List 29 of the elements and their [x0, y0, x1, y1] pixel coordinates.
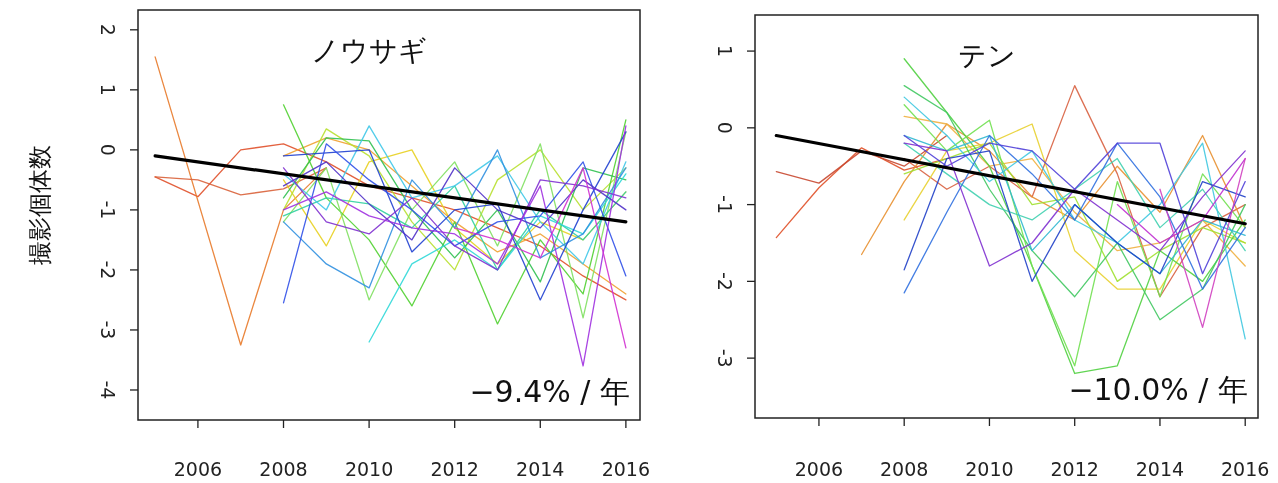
y-tick-label: -2: [97, 260, 119, 280]
x-tick-label: 2012: [430, 458, 479, 480]
y-tick-label: 1: [97, 83, 119, 96]
text: テン: [957, 39, 1016, 72]
y-tick-label: -1: [97, 200, 119, 220]
x-tick-label: 2016: [1221, 458, 1270, 480]
x-tick-label: 2014: [516, 458, 565, 480]
y-axis-title: 撮影個体数: [26, 145, 54, 265]
x-tick-label: 2014: [1135, 458, 1185, 480]
y-tick-label: 0: [97, 143, 119, 156]
y-tick-label: -2: [714, 271, 736, 291]
x-tick-label: 2012: [1050, 458, 1099, 480]
x-tick-label: 2008: [880, 458, 929, 480]
y-tick-label: 2: [97, 23, 119, 36]
x-tick-label: 2010: [965, 458, 1014, 480]
annotation: −10.0% / 年: [1068, 372, 1248, 407]
x-tick-label: 2016: [601, 458, 651, 480]
x-tick-label: 2006: [173, 458, 223, 480]
x-tick-label: 2006: [794, 458, 844, 480]
x-tick-label: 2010: [344, 458, 394, 480]
y-tick-label: 0: [714, 121, 736, 134]
y-tick-label: -3: [714, 348, 736, 368]
x-tick-label: 2008: [259, 458, 308, 480]
y-tick-label: -1: [714, 195, 736, 215]
text: ノウサギ: [311, 34, 427, 67]
y-tick-label: -3: [97, 320, 119, 340]
annotation: −9.4% / 年: [469, 374, 630, 409]
y-tick-label: 1: [714, 45, 736, 58]
y-tick-label: -4: [97, 380, 119, 400]
